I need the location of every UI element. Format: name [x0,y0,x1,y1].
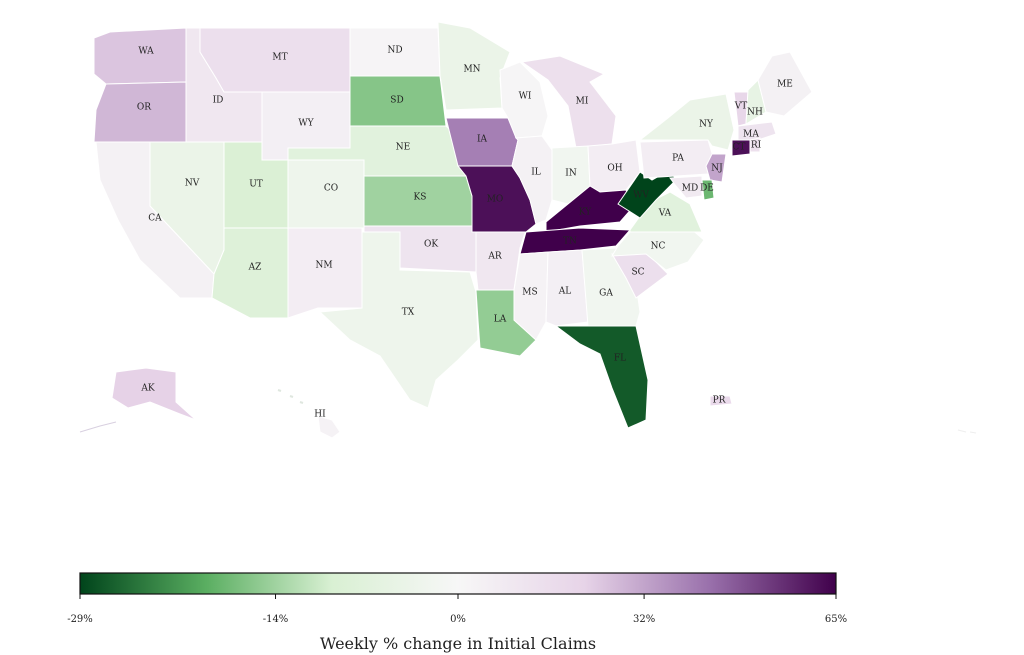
label-UT: UT [249,180,263,190]
label-MI: MI [576,97,589,107]
label-SC: SC [631,268,644,278]
legend-colorbar [79,572,837,595]
label-NJ: NJ [711,164,723,174]
label-MD: MD [682,184,698,194]
label-PA: PA [672,154,684,164]
state-MI[interactable] [520,55,617,149]
label-LA: LA [494,315,507,325]
label-KS: KS [414,193,427,203]
legend-tick-label: 65% [825,614,847,625]
label-IL: IL [531,168,541,178]
state-FL[interactable] [554,325,649,429]
label-NY: NY [699,120,714,130]
state-CT[interactable] [731,139,751,157]
state-ME[interactable] [757,51,813,117]
label-VA: VA [658,209,672,219]
label-MN: MN [463,65,480,75]
label-WI: WI [519,92,532,102]
label-AL: AL [558,287,571,297]
label-IA: IA [477,135,488,145]
state-PR[interactable] [709,395,733,407]
label-CA: CA [148,214,162,224]
label-GA: GA [599,289,613,299]
label-MO: MO [487,195,504,205]
label-OK: OK [424,240,438,250]
label-HI: HI [314,410,326,420]
label-ID: ID [213,96,224,106]
label-NE: NE [396,143,410,153]
state-MD[interactable] [669,175,703,199]
label-TN: TN [563,237,577,247]
label-MT: MT [272,53,287,63]
state-shapes [93,21,813,439]
legend-ticks: -29% -14% 0% 32% 65% [67,594,847,625]
label-MS: MS [522,288,537,298]
label-WV: WV [633,191,649,201]
state-DE[interactable] [701,179,715,201]
state-AK[interactable] [111,367,197,421]
state-TX[interactable] [318,231,479,409]
label-WA: WA [138,47,154,57]
label-ME: ME [777,80,793,90]
state-IL[interactable] [511,135,553,225]
label-ND: ND [387,46,402,56]
label-KY: KY [579,208,592,218]
label-WY: WY [298,119,314,129]
legend-tick-label: -29% [67,614,93,625]
legend-title: Weekly % change in Initial Claims [319,634,597,653]
label-PR: PR [713,396,726,406]
label-NH: NH [747,108,763,118]
state-CA[interactable] [95,141,215,299]
label-AZ: AZ [248,263,262,273]
state-NJ[interactable] [705,153,727,183]
label-AR: AR [487,252,501,262]
state-HI[interactable] [317,415,341,439]
legend-tick-label: -14% [263,614,289,625]
state-NM[interactable] [287,227,363,319]
label-VT: VT [734,102,748,112]
label-NM: NM [315,261,332,271]
legend-tick-label: 0% [450,614,466,625]
label-TX: TX [402,308,415,318]
label-MA: MA [743,130,759,140]
legend-tick-label: 32% [633,614,655,625]
state-NY[interactable] [638,93,735,151]
label-SD: SD [390,96,403,106]
state-AL[interactable] [545,249,589,327]
label-IN: IN [565,169,577,179]
state-MA[interactable] [737,121,777,141]
state-KS[interactable] [363,175,473,231]
state-labels: WA OR ID MT WY ND SD NE KS CO UT NV CA A… [137,46,793,420]
label-OR: OR [137,103,151,113]
label-RI: RI [751,141,762,151]
state-CO[interactable] [287,159,365,229]
label-AK: AK [140,384,154,394]
label-CO: CO [324,184,338,194]
label-NC: NC [651,242,666,252]
label-OH: OH [607,164,622,174]
label-FL: FL [614,354,626,364]
label-DE: DE [700,184,714,194]
label-CT: CT [733,143,746,153]
label-NV: NV [185,179,200,189]
map-islands [79,389,977,434]
